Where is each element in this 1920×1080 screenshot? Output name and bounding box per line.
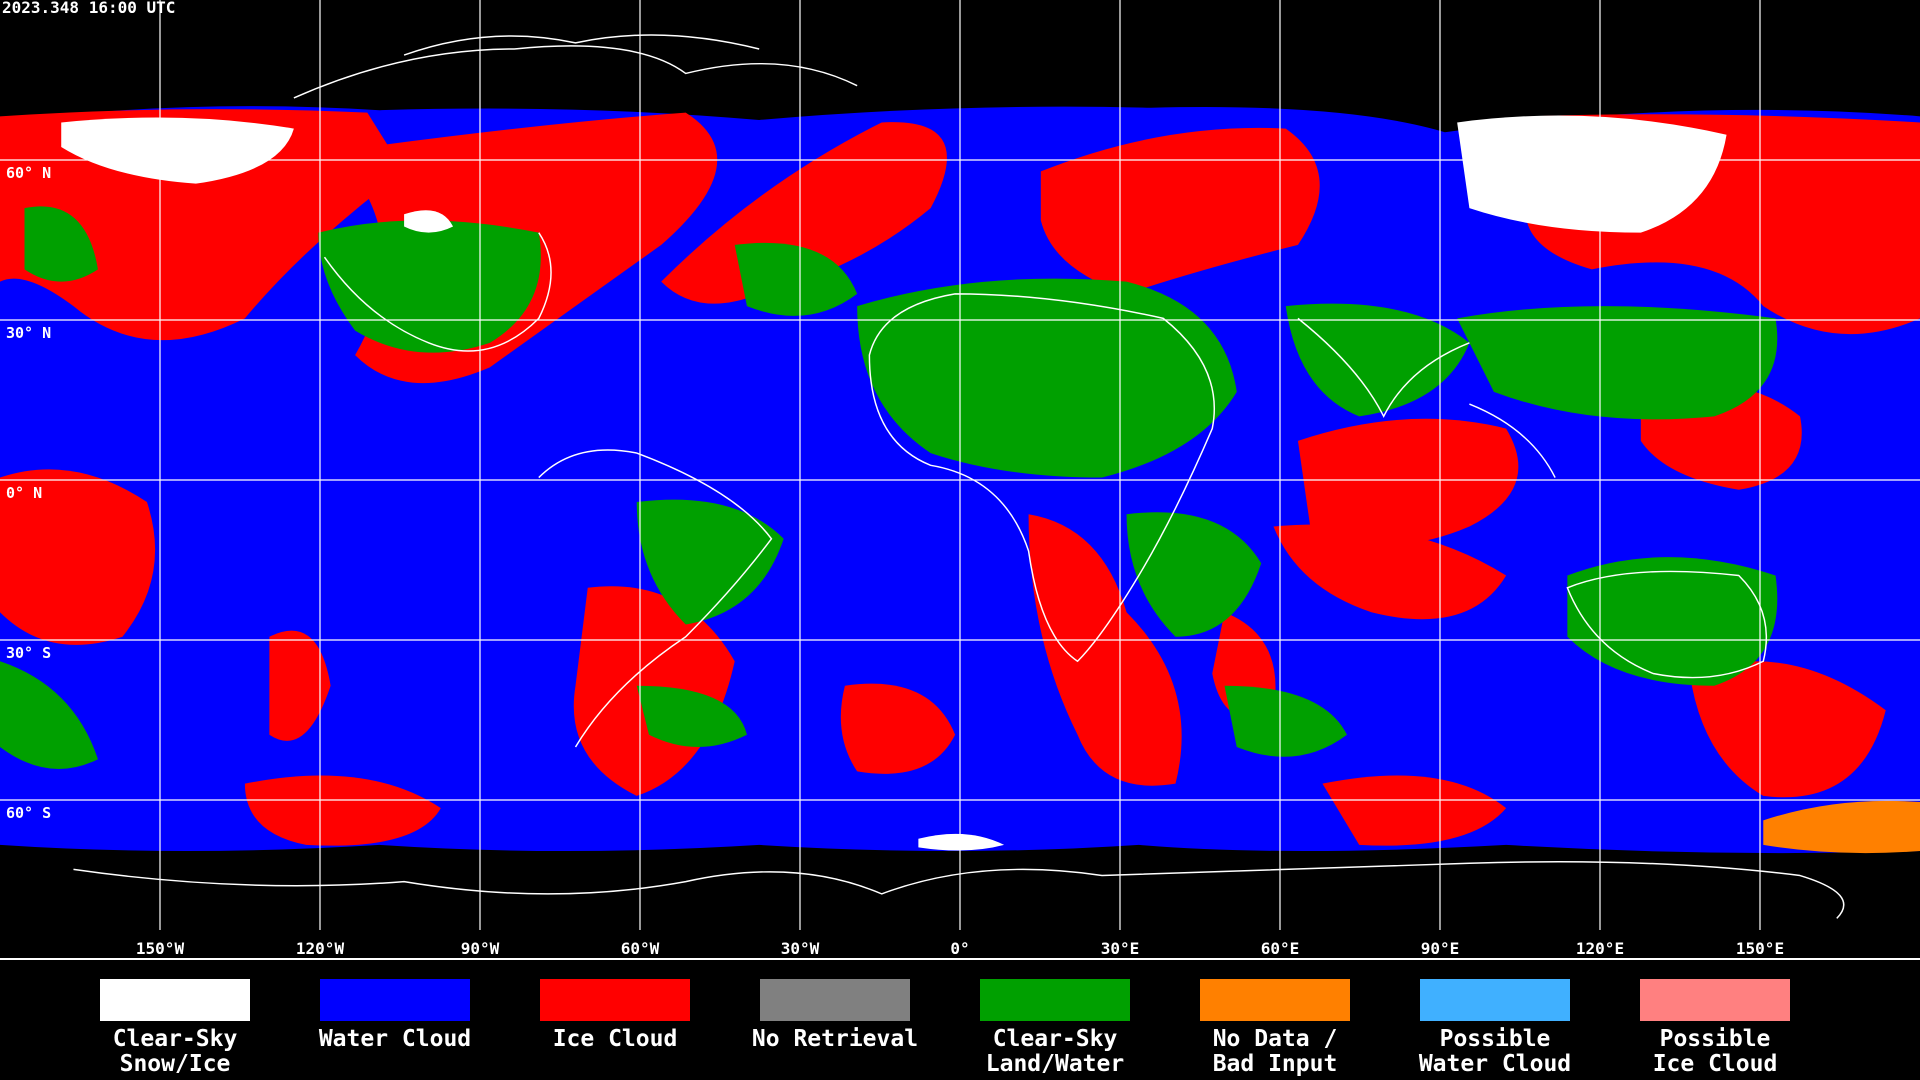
- longitude-label: 150°W: [136, 939, 185, 958]
- latitude-label: 0° N: [6, 484, 42, 502]
- longitude-label: 90°E: [1421, 939, 1460, 958]
- legend-label: Ice Cloud: [1653, 1051, 1778, 1077]
- longitude-label: 120°E: [1576, 939, 1624, 958]
- legend-label: Water Cloud: [1419, 1051, 1571, 1077]
- latitude-label: 60° N: [6, 164, 51, 182]
- legend-label: No Data /: [1213, 1026, 1338, 1052]
- legend-swatch: [760, 979, 910, 1021]
- legend-swatch: [1640, 979, 1790, 1021]
- legend-label: Possible: [1660, 1026, 1771, 1052]
- longitude-label: 0°: [950, 939, 969, 958]
- longitude-label: 150°E: [1736, 939, 1784, 958]
- clear-sky-snow-areas: [61, 115, 1727, 851]
- legend-label: No Retrieval: [752, 1026, 918, 1052]
- legend-label: Land/Water: [986, 1051, 1124, 1077]
- longitude-label: 30°E: [1101, 939, 1140, 958]
- legend-swatch: [100, 979, 250, 1021]
- legend-label: Clear-Sky: [113, 1026, 238, 1052]
- longitude-label: 60°W: [621, 939, 660, 958]
- longitude-label: 120°W: [296, 939, 345, 958]
- longitude-label: 30°W: [781, 939, 820, 958]
- separator: [0, 958, 1920, 960]
- legend-swatch: [980, 979, 1130, 1021]
- legend-label: Possible: [1440, 1026, 1551, 1052]
- legend-swatch: [540, 979, 690, 1021]
- longitude-label: 60°E: [1261, 939, 1300, 958]
- clear-sky-land-areas: [0, 206, 1778, 769]
- latitude-label: 30° N: [6, 324, 51, 342]
- timestamp: 2023.348 16:00 UTC: [2, 0, 175, 17]
- legend-swatch: [1420, 979, 1570, 1021]
- legend-label: Snow/Ice: [120, 1051, 231, 1077]
- latitude-label: 60° S: [6, 804, 51, 822]
- legend-label: Bad Input: [1213, 1051, 1338, 1077]
- legend-swatch: [1200, 979, 1350, 1021]
- legend-label: Clear-Sky: [993, 1026, 1118, 1052]
- legend-swatch: [320, 979, 470, 1021]
- no-data-area: [1763, 800, 1920, 854]
- latitude-label: 30° S: [6, 644, 51, 662]
- ice-cloud-areas: [0, 109, 1920, 846]
- longitude-label: 90°W: [461, 939, 500, 958]
- legend-label: Water Cloud: [319, 1026, 471, 1052]
- legend-label: Ice Cloud: [553, 1026, 678, 1052]
